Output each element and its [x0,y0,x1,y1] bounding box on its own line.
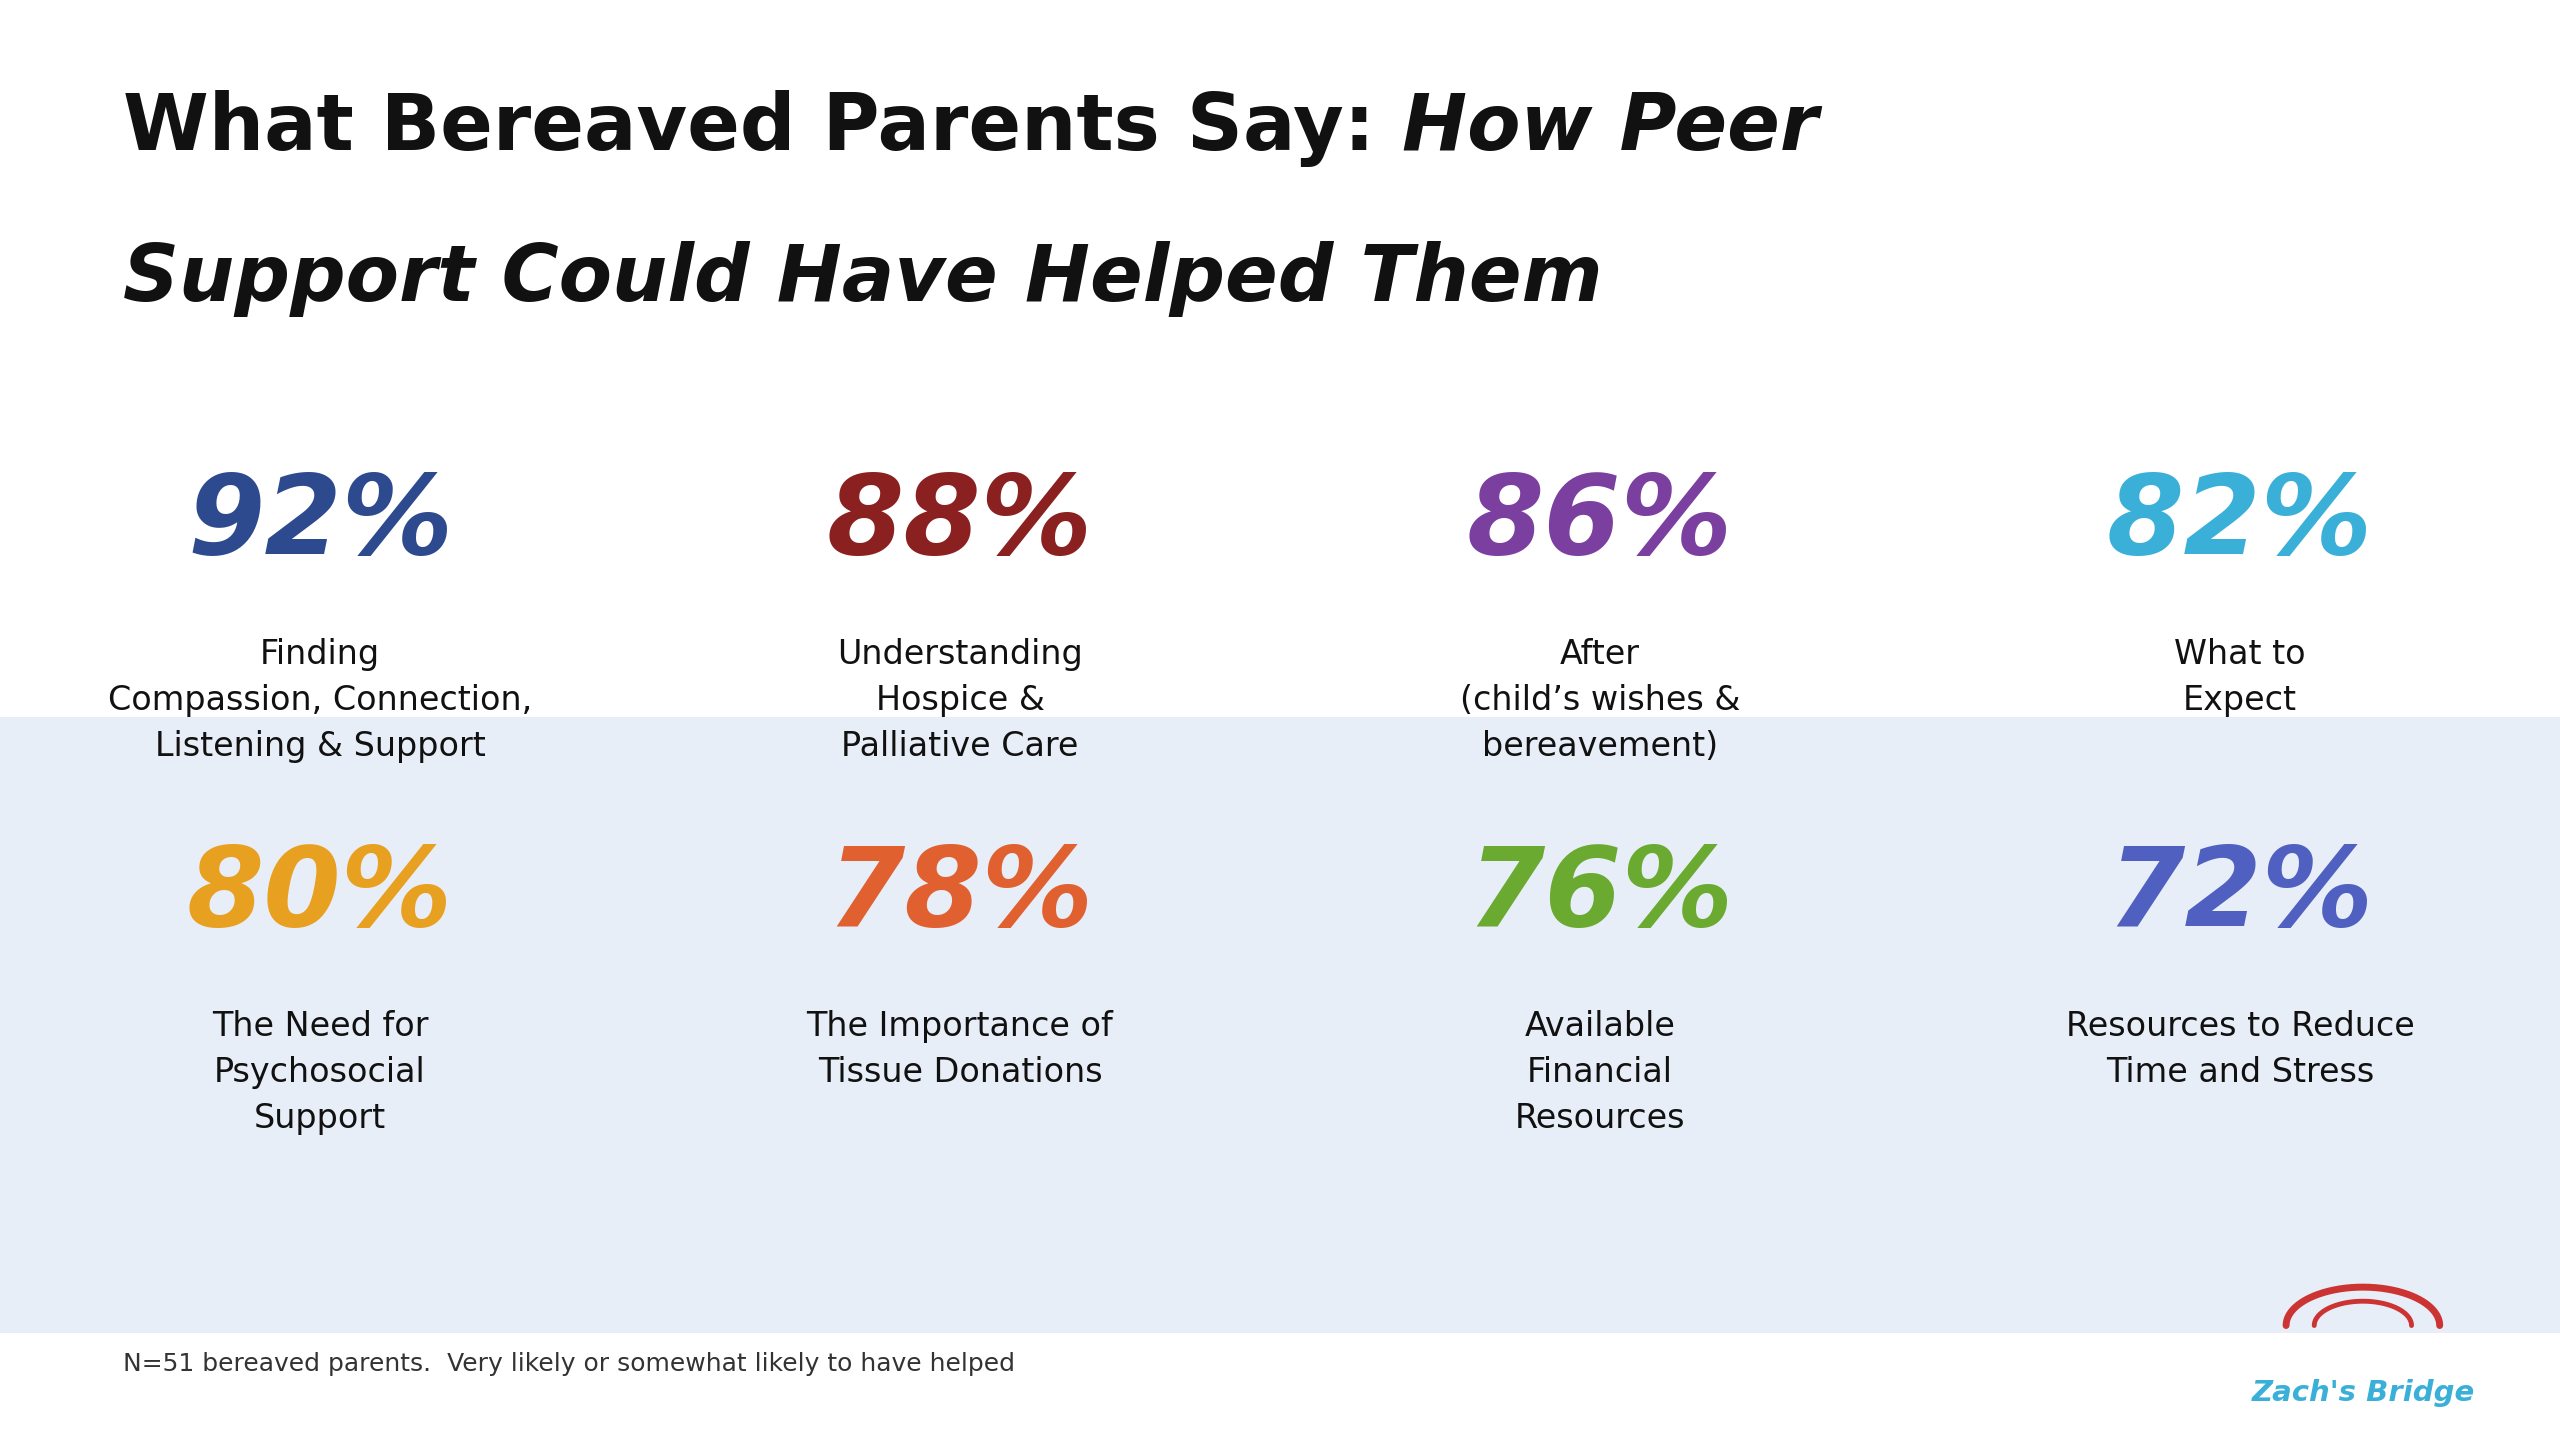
Text: Understanding
Hospice &
Palliative Care: Understanding Hospice & Palliative Care [837,638,1083,762]
Text: 88%: 88% [827,470,1093,576]
Text: N=51 bereaved parents.  Very likely or somewhat likely to have helped: N=51 bereaved parents. Very likely or so… [123,1353,1014,1376]
Text: 82%: 82% [2107,470,2373,576]
Text: After
(child’s wishes &
bereavement): After (child’s wishes & bereavement) [1459,638,1741,762]
Text: How Peer: How Peer [1403,90,1818,166]
Text: Support Could Have Helped Them: Support Could Have Helped Them [123,241,1603,317]
Text: What to
Expect: What to Expect [2173,638,2307,716]
Text: 80%: 80% [187,843,453,949]
Text: Resources to Reduce
Time and Stress: Resources to Reduce Time and Stress [2066,1010,2414,1089]
Text: The Importance of
Tissue Donations: The Importance of Tissue Donations [806,1010,1114,1089]
Text: 72%: 72% [2107,843,2373,949]
Text: What Bereaved Parents Say:: What Bereaved Parents Say: [123,90,1403,168]
Text: 78%: 78% [827,843,1093,949]
Text: The Need for
Psychosocial
Support: The Need for Psychosocial Support [212,1010,428,1135]
Text: Available
Financial
Resources: Available Financial Resources [1516,1010,1684,1135]
Text: Zach's Bridge: Zach's Bridge [2250,1379,2476,1407]
Text: Finding
Compassion, Connection,
Listening & Support: Finding Compassion, Connection, Listenin… [108,638,532,762]
FancyBboxPatch shape [0,716,2560,1333]
Text: 76%: 76% [1467,843,1733,949]
Text: 92%: 92% [187,470,453,576]
Text: 86%: 86% [1467,470,1733,576]
